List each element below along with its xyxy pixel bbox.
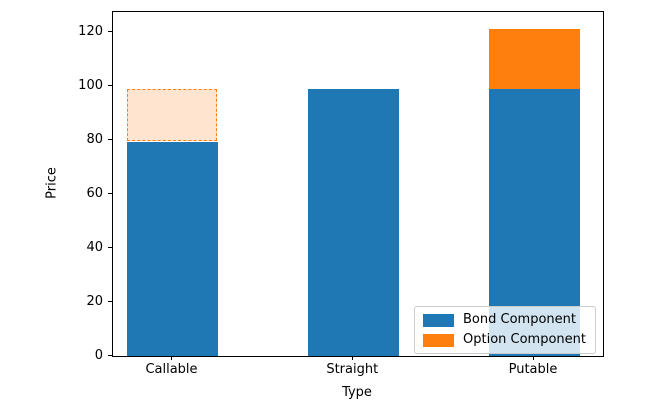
y-tick-label: 120 [78,23,103,39]
y-tick-label: 20 [86,293,103,309]
legend-label-bond-component: Bond Component [463,312,576,327]
x-tick-mark [351,356,353,360]
y-tick-mark [108,84,112,86]
y-tick-label: 40 [86,239,103,255]
y-tick-mark [108,30,112,32]
x-tick-mark [171,356,172,360]
y-tick-mark [108,192,112,194]
bar-bond-straight [307,88,399,356]
legend: Bond Component Option Component [414,306,596,354]
y-tick-label: 60 [86,185,103,201]
bar-option-callable [127,88,217,142]
bar-option-putable [488,29,580,89]
x-tick-label-putable: Putable [508,362,558,377]
y-tick-mark [108,300,112,302]
plot-area: Bond Component Option Component [112,11,604,357]
x-tick-label-callable: Callable [145,362,198,377]
x-tick-label-straight: Straight [326,362,379,377]
y-tick-mark [108,246,112,248]
legend-swatch-option-component [423,333,454,347]
bar-bond-callable [127,142,218,356]
y-tick-label: 0 [94,347,103,363]
legend-label-option-component: Option Component [463,332,586,347]
y-tick-label: 100 [78,77,103,93]
y-tick-mark [108,354,112,356]
legend-item-option-component: Option Component [423,333,586,347]
x-tick-mark [532,356,534,360]
legend-item-bond-component: Bond Component [423,313,586,327]
y-tick-mark [108,138,112,140]
x-axis-label: Type [342,385,372,400]
legend-swatch-bond-component [423,313,454,327]
y-tick-label: 80 [86,131,103,147]
